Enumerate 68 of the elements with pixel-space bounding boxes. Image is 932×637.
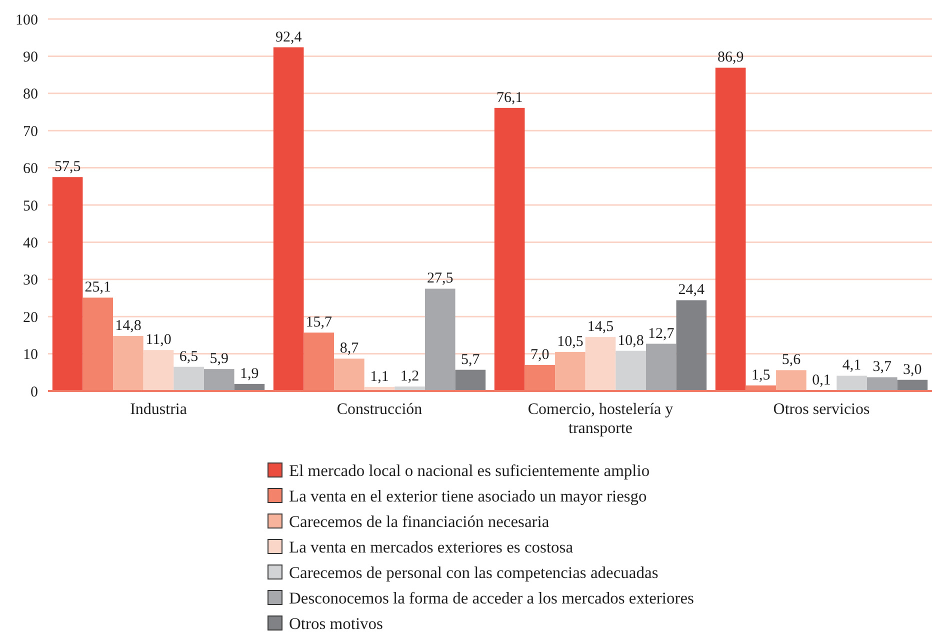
data-label: 5,6 (782, 352, 802, 368)
data-label: 0,1 (812, 372, 831, 389)
bar (494, 108, 525, 391)
data-label: 10,8 (618, 332, 644, 349)
bar (334, 358, 364, 391)
bar (866, 377, 898, 391)
data-label: 1,2 (400, 368, 420, 385)
bar (204, 369, 234, 391)
y-tick-label: 30 (23, 272, 38, 289)
y-tick-label: 70 (23, 124, 38, 140)
bar (585, 337, 616, 391)
bar (676, 300, 707, 391)
bar (836, 376, 867, 391)
bar (776, 370, 806, 391)
y-tick-label: 60 (23, 161, 38, 178)
bar (616, 350, 646, 391)
data-label: 11,0 (146, 332, 172, 348)
y-tick-label: 40 (23, 235, 38, 252)
bar (646, 344, 676, 391)
data-label: 10,5 (557, 334, 584, 350)
data-label: 5,7 (461, 352, 480, 368)
data-label: 92,4 (275, 29, 302, 46)
data-label: 7,0 (530, 346, 550, 363)
data-label: 8,7 (340, 340, 360, 357)
data-label: 14,8 (115, 318, 142, 334)
bar (273, 47, 304, 391)
data-label: 57,5 (54, 159, 81, 176)
legend-label: Carecemos de personal con las competencias adecuadas (289, 562, 658, 582)
x-tick-label: Construcción (336, 401, 422, 418)
y-tick-label: 90 (23, 49, 38, 66)
bar (424, 288, 456, 391)
y-tick-label: 50 (23, 198, 38, 214)
data-label: 1,9 (240, 366, 259, 382)
data-label: 27,5 (426, 270, 454, 287)
data-label: 5,9 (210, 351, 228, 368)
data-label: 76,1 (496, 90, 523, 106)
bar (455, 370, 486, 391)
data-label: 3,7 (872, 359, 892, 376)
legend-label: Desconocemos la forma de acceder a los mercados exteriores (289, 588, 694, 608)
data-label: 1,1 (370, 368, 389, 385)
y-tick-label: 80 (23, 86, 38, 103)
data-label: 1,5 (752, 367, 770, 384)
y-tick-label: 10 (23, 347, 38, 364)
bar (174, 366, 204, 391)
data-label: 24,4 (678, 282, 706, 298)
legend-label: Otros motivos (289, 614, 383, 633)
x-tick-label: Otros servicios (773, 401, 870, 418)
data-label: 3,0 (903, 362, 922, 378)
data-label: 12,7 (648, 326, 675, 342)
legend-label: El mercado local o nacional es suficientemente amplio (289, 460, 650, 480)
data-label: 86,9 (717, 50, 744, 66)
data-label: 25,1 (84, 280, 112, 296)
bar (555, 352, 586, 391)
y-tick-label: 0 (30, 384, 38, 400)
bar (715, 68, 746, 391)
bar (52, 177, 83, 391)
data-label: 6,5 (179, 348, 198, 365)
legend-label: La venta en mercados exteriores es costosa (289, 537, 574, 556)
legend-label: La venta en el exterior tiene asociado un mayor riesgo (289, 486, 647, 506)
data-label: 14,5 (587, 319, 614, 336)
data-label: 4,1 (842, 358, 862, 374)
data-label: 15,7 (306, 314, 333, 331)
legend-label: Carecemos de la financiación necesaria (289, 512, 550, 531)
y-tick-label: 20 (23, 310, 38, 326)
bar (113, 336, 144, 391)
x-tick-label: Comercio, hostelería y transporte (528, 401, 674, 437)
y-tick-label: 100 (16, 12, 38, 28)
x-tick-label: Industria (130, 401, 187, 418)
